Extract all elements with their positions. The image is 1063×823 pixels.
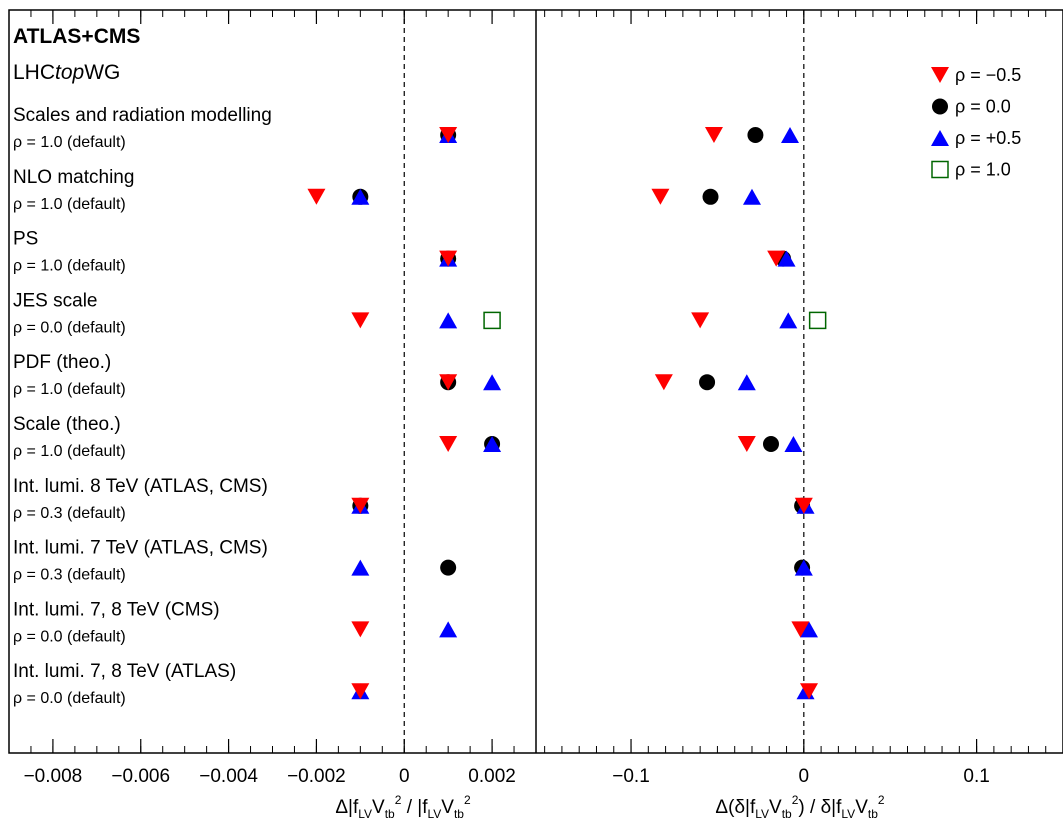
data-point-left	[439, 312, 458, 329]
left-axis-tick-label: −0.008	[24, 766, 83, 787]
data-point-left	[440, 559, 457, 576]
row-rho-default: ρ = 1.0 (default)	[13, 258, 126, 275]
row-rho-default: ρ = 1.0 (default)	[13, 443, 126, 460]
data-point-right	[651, 188, 670, 205]
left-axis-tick-label: 0.002	[468, 766, 516, 787]
row-label: Int. lumi. 7, 8 TeV (CMS)	[13, 599, 220, 620]
row-label: PS	[13, 229, 38, 250]
data-point-left	[351, 312, 370, 329]
data-point-right	[737, 374, 756, 391]
left-x-axis-label: Δ|fLVVtb2 / |fLVVtb2	[335, 793, 471, 821]
legend-marker	[932, 98, 948, 115]
data-point-left	[439, 621, 458, 638]
row-label: NLO matching	[13, 167, 134, 188]
legend-marker	[931, 130, 949, 146]
row-rho-default: ρ = 1.0 (default)	[13, 196, 126, 213]
data-point-right	[780, 127, 799, 143]
legend-label: ρ = +0.5	[955, 128, 1021, 148]
data-point-right	[737, 436, 756, 452]
data-point-right	[800, 621, 819, 638]
legend-marker	[931, 67, 949, 83]
row-rho-default: ρ = 1.0 (default)	[13, 381, 126, 398]
data-point-left	[483, 374, 502, 391]
legend-label: ρ = 0.0	[955, 97, 1011, 117]
row-label: Int. lumi. 8 TeV (ATLAS, CMS)	[13, 476, 268, 497]
data-point-right	[777, 250, 796, 267]
data-point-right	[779, 312, 798, 329]
data-point-left	[351, 683, 370, 700]
right-axis-tick-label: −0.1	[612, 766, 650, 787]
right-axis-tick-label: 0	[799, 766, 810, 787]
data-point-left	[351, 621, 370, 638]
data-point-right	[800, 683, 819, 700]
data-point-right	[704, 127, 723, 143]
row-rho-default: ρ = 0.3 (default)	[13, 505, 126, 522]
left-axis-tick-label: 0	[399, 766, 410, 787]
data-point-right	[784, 436, 803, 452]
data-point-left	[351, 497, 370, 514]
legend-label: ρ = −0.5	[955, 65, 1021, 85]
data-point-right	[691, 312, 710, 329]
row-label: Scales and radiation modelling	[13, 105, 272, 126]
row-label: Scale (theo.)	[13, 414, 121, 435]
row-rho-default: ρ = 0.0 (default)	[13, 319, 126, 336]
left-axis-tick-label: −0.002	[287, 766, 346, 787]
data-point-right	[808, 311, 827, 330]
row-rho-default: ρ = 0.0 (default)	[13, 690, 126, 707]
right-x-axis-label: Δ(δ|fLVVtb2) / δ|fLVVtb2	[715, 793, 884, 821]
data-point-left	[439, 127, 458, 143]
data-point-left	[439, 374, 458, 391]
row-rho-default: ρ = 0.0 (default)	[13, 628, 126, 645]
legend-label: ρ = 1.0	[955, 160, 1011, 180]
left-axis-tick-label: −0.004	[199, 766, 258, 787]
legend-marker	[931, 160, 949, 179]
data-point-right	[654, 374, 673, 391]
data-point-right	[762, 436, 779, 452]
data-point-left	[439, 436, 458, 452]
row-rho-default: ρ = 0.3 (default)	[13, 567, 126, 584]
data-point-left	[483, 311, 501, 330]
left-axis-tick-label: −0.006	[111, 766, 170, 787]
data-point-left	[439, 250, 458, 267]
data-point-right	[702, 188, 719, 205]
row-label: Int. lumi. 7 TeV (ATLAS, CMS)	[13, 538, 268, 559]
data-point-left	[483, 436, 502, 452]
right-axis-tick-label: 0.1	[963, 766, 989, 787]
data-point-left	[351, 188, 370, 205]
row-label: JES scale	[13, 290, 97, 311]
data-point-right	[794, 559, 813, 576]
data-point-right	[767, 250, 786, 267]
row-label: PDF (theo.)	[13, 352, 111, 373]
data-point-right	[791, 621, 810, 638]
row-rho-default: ρ = 1.0 (default)	[13, 134, 126, 151]
chart-subtitle: LHCtopWG	[13, 61, 120, 84]
data-point-right	[794, 497, 813, 514]
data-point-left	[351, 559, 370, 576]
chart-title: ATLAS+CMS	[13, 25, 140, 48]
data-point-right	[742, 188, 761, 205]
data-point-right	[699, 374, 716, 391]
data-point-left	[307, 188, 326, 205]
row-label: Int. lumi. 7, 8 TeV (ATLAS)	[13, 661, 236, 682]
data-point-right	[747, 127, 764, 143]
